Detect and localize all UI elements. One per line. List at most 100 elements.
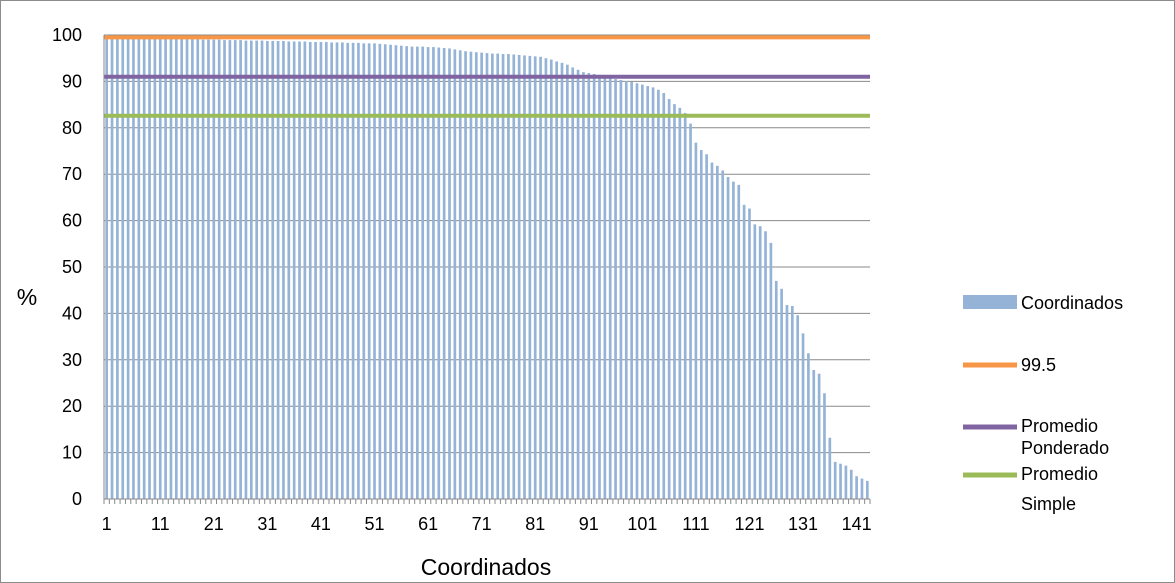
bar-coordinados-36 — [292, 41, 296, 499]
bar-coordinados-67 — [458, 50, 462, 500]
bar-coordinados-135 — [823, 393, 826, 499]
y-tick-label-30: 30 — [62, 350, 82, 370]
bar-coordinados-124 — [764, 231, 767, 499]
bar-coordinados-127 — [780, 288, 783, 499]
bar-coordinados-133 — [812, 370, 816, 499]
bar-coordinados-12 — [164, 38, 167, 499]
bar-coordinados-48 — [357, 42, 360, 499]
bar-coordinados-43 — [330, 42, 333, 500]
bar-coordinados-18 — [196, 39, 200, 500]
y-tick-label-20: 20 — [62, 396, 82, 416]
bar-coordinados-69 — [469, 51, 473, 499]
bar-coordinados-66 — [453, 49, 457, 499]
bar-coordinados-73 — [491, 53, 494, 500]
bar-coordinados-35 — [287, 41, 291, 499]
axes — [103, 35, 871, 504]
bar-coordinados-78 — [517, 54, 521, 499]
bar-coordinados-129 — [790, 305, 794, 499]
bar-coordinados-71 — [480, 52, 483, 499]
bar-coordinados-136 — [828, 437, 832, 499]
bar-coordinados-28 — [249, 40, 253, 499]
bar-coordinados-8 — [142, 37, 146, 499]
bar-coordinados-87 — [566, 64, 569, 499]
bar-coordinados-22 — [217, 39, 221, 499]
x-tick-label-71: 71 — [472, 514, 492, 534]
bar-coordinados-29 — [255, 40, 259, 499]
bar-coordinados-47 — [351, 42, 355, 499]
bar-coordinados-123 — [758, 226, 762, 500]
bar-coordinados-143 — [865, 480, 869, 499]
bar-coordinados-142 — [860, 478, 864, 499]
bar-coordinados-61 — [426, 47, 430, 500]
bar-coordinados-94 — [603, 76, 607, 499]
bar-coordinados-95 — [608, 78, 612, 500]
bar-coordinados-76 — [507, 54, 510, 500]
bar-coordinados-126 — [774, 280, 778, 499]
bar-coordinados-62 — [432, 47, 435, 500]
bar-coordinados-2 — [110, 36, 114, 500]
bar-coordinados-70 — [474, 52, 478, 500]
bar-coordinados-45 — [341, 42, 344, 500]
x-tick-label-111: 111 — [682, 514, 709, 534]
bar-coordinados-83 — [544, 58, 548, 499]
bar-series-coordinados — [105, 35, 869, 500]
legend-label-promedio-simple-line2: Simple — [1021, 494, 1076, 514]
x-tick-label-31: 31 — [257, 514, 277, 534]
x-tick-label-11: 11 — [151, 514, 170, 534]
bar-coordinados-25 — [233, 40, 237, 499]
bar-coordinados-23 — [223, 40, 226, 499]
bar-coordinados-110 — [689, 123, 692, 500]
bar-coordinados-10 — [153, 38, 157, 499]
bar-coordinados-21 — [212, 39, 216, 499]
bar-coordinados-120 — [742, 204, 746, 499]
bar-coordinados-111 — [694, 142, 698, 499]
bar-coordinados-131 — [801, 333, 805, 499]
bar-coordinados-33 — [276, 41, 280, 499]
bar-coordinados-100 — [635, 83, 639, 499]
bar-coordinados-103 — [651, 87, 655, 500]
bar-coordinados-37 — [298, 41, 301, 499]
x-tick-label-131: 131 — [788, 514, 818, 534]
bar-coordinados-121 — [748, 208, 751, 500]
bar-coordinados-106 — [667, 99, 671, 499]
bar-coordinados-53 — [383, 44, 387, 499]
y-tick-labels: 0 10 20 30 40 50 60 70 80 90 100 — [52, 25, 82, 509]
bar-coordinados-86 — [560, 62, 564, 500]
bar-coordinados-19 — [201, 39, 205, 499]
bar-coordinados-46 — [346, 42, 350, 499]
bar-coordinados-84 — [549, 59, 553, 500]
bar-coordinados-50 — [367, 43, 371, 499]
y-tick-label-60: 60 — [62, 211, 82, 231]
bar-coordinados-41 — [319, 41, 323, 500]
bar-coordinados-11 — [158, 38, 162, 499]
bar-coordinados-64 — [442, 47, 446, 500]
bar-coordinados-107 — [673, 104, 676, 499]
y-tick-label-90: 90 — [62, 71, 82, 91]
bar-coordinados-138 — [839, 463, 842, 499]
bar-coordinados-104 — [657, 89, 660, 499]
bar-coordinados-51 — [373, 43, 376, 499]
bar-coordinados-80 — [528, 55, 532, 499]
y-tick-label-80: 80 — [62, 118, 82, 138]
legend-label-99-5: 99.5 — [1021, 355, 1056, 375]
bar-coordinados-13 — [169, 38, 173, 500]
bar-coordinados-30 — [260, 40, 264, 499]
bar-coordinados-74 — [496, 53, 500, 500]
bar-coordinados-65 — [448, 48, 451, 500]
y-tick-label-100: 100 — [52, 25, 82, 45]
x-tick-label-81: 81 — [525, 514, 545, 534]
bar-coordinados-132 — [807, 353, 810, 499]
bar-coordinados-96 — [614, 79, 617, 499]
bar-coordinados-72 — [485, 53, 489, 499]
bar-coordinados-31 — [266, 41, 269, 499]
bar-coordinados-59 — [416, 46, 419, 499]
bar-coordinados-55 — [394, 45, 398, 500]
y-tick-label-10: 10 — [62, 443, 82, 463]
bar-coordinados-79 — [523, 55, 526, 500]
bar-coordinados-118 — [732, 181, 735, 499]
x-tick-label-101: 101 — [627, 514, 657, 534]
x-tick-label-51: 51 — [364, 514, 384, 534]
x-tick-label-141: 141 — [842, 514, 872, 534]
bar-coordinados-97 — [619, 80, 623, 499]
